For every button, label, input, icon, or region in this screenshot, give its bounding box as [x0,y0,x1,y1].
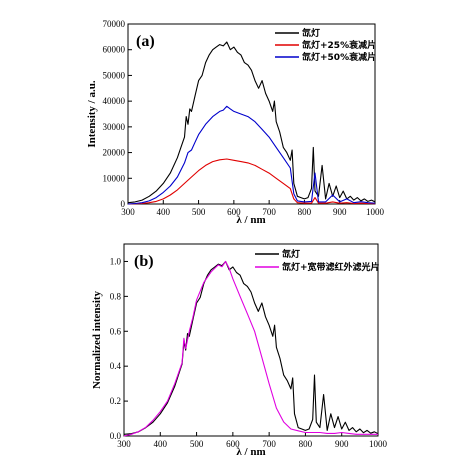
x-tick-label: 1000 [369,439,388,449]
y-tick-label: 0.6 [110,326,122,336]
legend-label: 氙灯+25%衰减片 [302,39,376,51]
x-tick-label: 700 [262,439,276,449]
legend-label: 氙灯 [282,248,300,260]
x-tick-label: 600 [226,439,240,449]
y-tick-label: 1.0 [110,256,122,266]
x-tick-label: 1000 [366,207,385,217]
series-line-a-1 [127,158,376,205]
panel-a-y-axis-title: Intensity / a.u. [86,80,98,147]
y-tick-label: 30000 [103,122,126,132]
x-tick-label: 300 [121,207,135,217]
panel-b-y-axis-title: Normalized intensity [91,290,103,389]
legend-label: 氙灯+50%衰减片 [302,51,376,63]
series-line-b-1 [123,260,378,437]
y-tick-label: 0.8 [110,291,122,301]
y-tick-label: 50000 [103,70,126,80]
panel-a-series [127,41,376,205]
panel-b: 300 400 500 600 700 800 900 1000 0.0 0.2 0.4 0.6 0.8… [91,243,388,458]
panel-b-ticks: 300 400 500 600 700 800 900 1000 0.0 0.2 0.4 0.6 0.8… [110,256,388,449]
x-tick-label: 500 [192,207,206,217]
x-tick-label: 500 [190,439,204,449]
y-tick-label: 20000 [103,148,126,158]
x-tick-label: 800 [298,207,312,217]
y-tick-label: 40000 [103,96,126,106]
x-tick-label: 400 [154,439,168,449]
legend-label: 氙灯 [302,27,320,39]
panel-a-plot-frame [127,23,376,205]
y-tick-label: 60000 [103,45,126,55]
x-tick-label: 600 [227,207,241,217]
y-tick-label: 0.2 [110,396,121,406]
x-tick-label: 800 [299,439,313,449]
x-tick-label: 700 [262,207,276,217]
panel-a: 300 400 500 600 700 800 900 1000010000200003000… [86,19,385,226]
x-tick-label: 400 [157,207,171,217]
x-tick-label: 300 [117,439,131,449]
y-tick-label: 70000 [103,19,126,29]
panel-b-series [123,260,379,437]
series-line-a-2 [127,105,376,205]
panel-b-label: (b) [134,253,154,270]
x-tick-label: 900 [333,207,347,217]
x-tick-label: 900 [335,439,349,449]
panel-b-x-axis-title: λ / nm [236,446,265,458]
legend-label: 氙灯+宽带滤红外滤光片 [282,261,380,273]
y-tick-label: 0.0 [110,431,122,441]
panel-a-x-axis-title: λ / nm [236,214,265,226]
series-line-a-0 [127,41,376,204]
panel-b-plot-frame [123,243,379,437]
y-tick-label: 10000 [103,173,126,183]
y-tick-label: 0.4 [110,361,122,371]
panel-a-label: (a) [136,33,155,50]
y-tick-label: 0 [121,199,126,209]
